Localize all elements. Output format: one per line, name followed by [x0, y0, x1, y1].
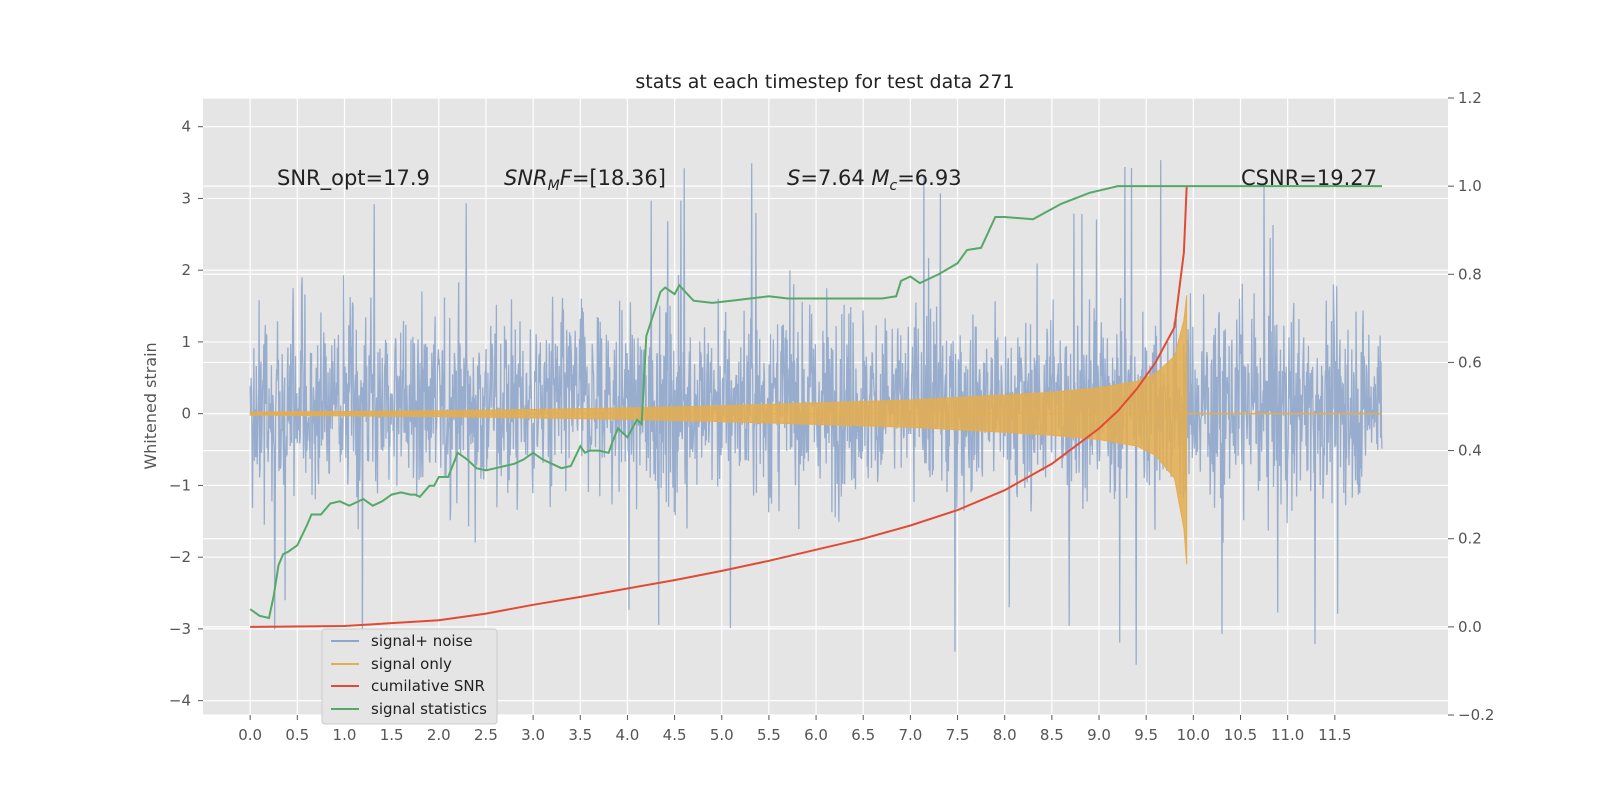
legend-label-cumulative-snr: cumilative SNR: [371, 677, 485, 695]
x-tick-label: 10.5: [1224, 726, 1257, 744]
x-tick-label: 9.0: [1087, 726, 1111, 744]
x-tick-label: 4.0: [616, 726, 640, 744]
annotation-csnr: CSNR=19.27: [1241, 166, 1377, 190]
y-tick-label: −2: [169, 548, 191, 566]
legend-box: [321, 628, 498, 725]
signal-series-layer: [249, 295, 1382, 565]
x-tick-label: 5.5: [757, 726, 781, 744]
y-tick-label: −3: [169, 620, 191, 638]
y2-tick-label: 0.2: [1458, 530, 1482, 548]
x-tick-label: 0.0: [238, 726, 262, 744]
y2-tick-label: −0.2: [1458, 706, 1494, 724]
legend-label-signal-only: signal only: [371, 655, 452, 673]
x-tick-label: 2.5: [474, 726, 498, 744]
x-tick-label: 11.5: [1318, 726, 1351, 744]
x-tick-label: 2.0: [427, 726, 451, 744]
legend: signal+ noise signal only cumilative SNR…: [321, 628, 498, 725]
legend-label-signal-statistics: signal statistics: [371, 700, 487, 718]
x-tick-label: 7.5: [946, 726, 970, 744]
y-tick-label: −1: [169, 476, 191, 494]
x-tick-label: 5.0: [710, 726, 734, 744]
x-tick-label: 7.0: [898, 726, 922, 744]
y-tick-label: 4: [181, 118, 191, 136]
x-tick-label: 4.5: [663, 726, 687, 744]
x-tick-label: 0.5: [285, 726, 309, 744]
x-tick-label: 3.5: [568, 726, 592, 744]
y2-tick-label: 1.2: [1458, 89, 1482, 107]
annotation-s-mc: S=7.64 Mc=6.93: [787, 166, 962, 194]
cumulative-snr-line: [250, 186, 1188, 628]
y-tick-label: 0: [181, 405, 191, 423]
signal-only-band: [249, 295, 1188, 565]
chart-title: stats at each timestep for test data 271: [635, 71, 1014, 93]
line-series-layer: [249, 185, 1382, 628]
x-tick-label: 8.0: [993, 726, 1017, 744]
y-tick-label: 2: [181, 261, 191, 279]
x-tick-label: 6.0: [804, 726, 828, 744]
annotation-snr-opt: SNR_opt=17.9: [277, 166, 430, 191]
x-tick-label: 3.0: [521, 726, 545, 744]
y2-tick-label: 0.8: [1458, 265, 1482, 283]
axis-layer: 0.0 0.5 1.0 1.5 2.0 2.5 3.0 3.5 4.0 4.5 5.0 5.5 6.0 6…: [169, 89, 1495, 744]
x-tick-label: 1.0: [333, 726, 357, 744]
y2-tick-label: 1.0: [1458, 177, 1482, 195]
annotation-snr-mf: SNRMF=[18.36]: [504, 166, 666, 194]
y-tick-label: 1: [181, 333, 191, 351]
y-axis-label: Whitened strain: [141, 342, 160, 469]
y2-tick-label: 0.0: [1458, 618, 1482, 636]
y2-tick-label: 0.4: [1458, 442, 1482, 460]
x-tick-label: 11.0: [1271, 726, 1304, 744]
y2-tick-label: 0.6: [1458, 353, 1482, 371]
x-tick-label: 10.0: [1177, 726, 1210, 744]
legend-label-signal-noise: signal+ noise: [371, 632, 473, 650]
y-tick-label: 3: [181, 189, 191, 207]
x-tick-label: 9.5: [1134, 726, 1158, 744]
x-tick-label: 6.5: [851, 726, 875, 744]
signal-statistics-line: [249, 185, 1382, 620]
x-tick-label: 8.5: [1040, 726, 1064, 744]
y-tick-label: −4: [169, 692, 191, 710]
x-tick-label: 1.5: [380, 726, 404, 744]
